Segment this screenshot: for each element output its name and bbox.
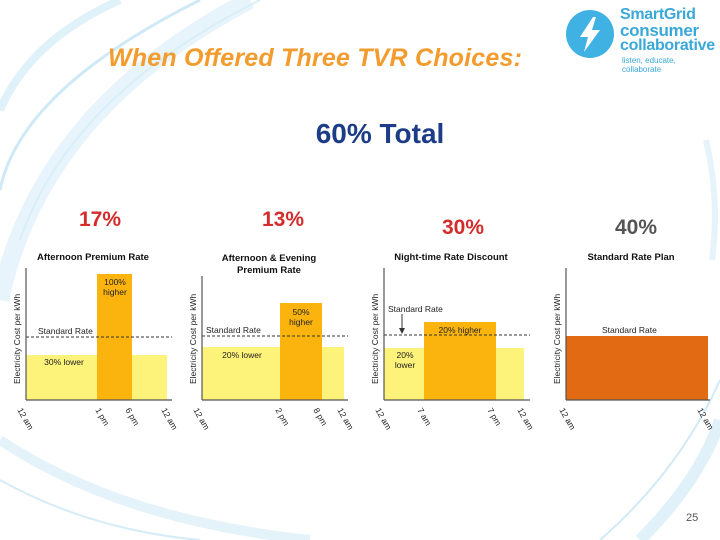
y-axis-label: Electricity Cost per kWh (188, 293, 198, 384)
panel-title-line-2: Premium Rate (237, 265, 301, 276)
high-rate-bar (280, 303, 322, 400)
low-rate-area-left (384, 348, 424, 400)
chart-night-time-discount: Night-time Rate Discount Electricity Cos… (364, 246, 538, 446)
high-rate-label: 100% higher (103, 277, 127, 297)
standard-rate-label: Standard Rate (388, 304, 443, 314)
low-rate-label: 30% lower (44, 357, 84, 367)
logo-line-2: consumer (620, 21, 699, 40)
logo-line-1: SmartGrid (620, 6, 696, 23)
chart-standard-rate-plan: Standard Rate Plan Electricity Cost per … (544, 246, 718, 446)
page-number: 25 (686, 512, 699, 524)
lightning-icon (566, 10, 614, 58)
percent-panel-3: 30% (442, 216, 485, 239)
slide-title: When Offered Three TVR Choices: (108, 44, 523, 72)
panel-title: Standard Rate Plan (587, 252, 675, 263)
panel-title: Night-time Rate Discount (394, 252, 508, 263)
chart-plot (25, 268, 172, 401)
chart-afternoon-premium: Afternoon Premium Rate Electricity Cost … (6, 246, 180, 446)
logo-line-3: collaborative (620, 37, 715, 54)
high-rate-label: 50% higher (289, 307, 313, 327)
chart-plot (383, 268, 530, 401)
y-axis-label: Electricity Cost per kWh (12, 293, 22, 384)
logo-tagline: listen, educate, collaborate (622, 56, 676, 74)
arrow-head (399, 328, 405, 334)
low-rate-label: 20% lower (222, 350, 262, 360)
chart-plot (201, 276, 348, 401)
smartgrid-logo: SmartGrid consumer collaborative listen,… (566, 4, 716, 74)
low-rate-area-left (202, 347, 280, 400)
percent-panel-1: 17% (79, 208, 122, 231)
y-axis-label: Electricity Cost per kWh (552, 293, 562, 384)
panel-title-line-1: Afternoon & Evening (221, 253, 317, 264)
low-rate-area-right (322, 347, 344, 400)
low-rate-area-right (496, 348, 524, 400)
standard-rate-label: Standard Rate (206, 325, 261, 335)
low-rate-area-left (26, 355, 97, 400)
chart-afternoon-evening-premium: Afternoon & Evening Premium Rate Electri… (182, 246, 356, 446)
percent-panel-4: 40% (615, 216, 658, 239)
high-rate-label: 20% higher (438, 325, 482, 335)
total-heading: 60% Total (315, 118, 445, 149)
panel-title: Afternoon Premium Rate (37, 252, 149, 263)
low-rate-label: 20% lower (394, 350, 416, 370)
y-axis-label: Electricity Cost per kWh (370, 293, 380, 384)
percent-panel-2: 13% (262, 208, 305, 231)
standard-rate-area (566, 336, 708, 400)
low-rate-area-right (132, 355, 167, 400)
chart-plot (565, 268, 710, 401)
standard-rate-label: Standard Rate (38, 326, 93, 336)
standard-rate-label: Standard Rate (602, 325, 657, 335)
